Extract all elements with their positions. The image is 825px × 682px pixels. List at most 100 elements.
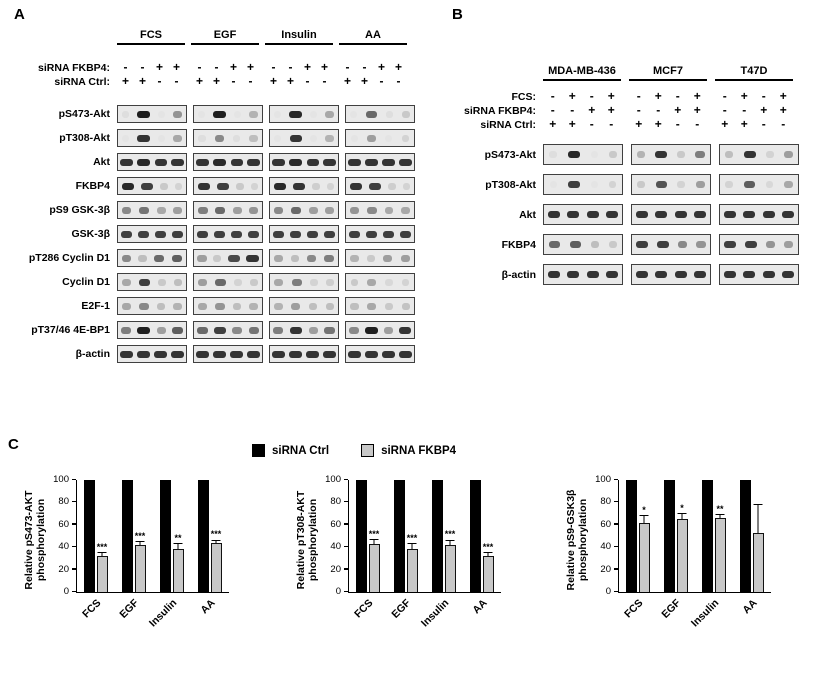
protein-band (213, 158, 226, 166)
protein-band (173, 278, 183, 286)
protein-band (198, 302, 207, 310)
condition-symbol: + (229, 60, 237, 74)
antibody-label: E2F-1 (81, 300, 110, 312)
protein-band (323, 350, 336, 358)
x-label-cell: FCS (618, 593, 656, 637)
protein-band (310, 111, 317, 118)
protein-band (743, 181, 755, 188)
condition-symbol: - (675, 89, 680, 103)
protein-band (273, 326, 284, 334)
x-label-cell: AA (732, 593, 770, 637)
condition-symbol: - (609, 117, 614, 131)
condition-symbol: + (607, 89, 615, 103)
protein-band (154, 350, 167, 358)
blot-strip (117, 345, 187, 363)
blot-strip (543, 234, 623, 255)
y-tick-mark (72, 545, 76, 548)
condition-symbols: - + - + (715, 90, 793, 103)
bar-sirna-fkbp4 (97, 556, 108, 592)
condition-symbol: - (781, 117, 786, 131)
condition-symbol: + (377, 60, 385, 74)
protein-band (137, 350, 150, 358)
y-tick-mark (614, 590, 618, 592)
protein-band (694, 271, 707, 278)
error-bar-stem (487, 552, 489, 557)
blot-row: Cyclin D1 (14, 273, 434, 291)
protein-band (121, 278, 131, 286)
protein-band (120, 230, 133, 238)
blot-strip (193, 321, 263, 339)
blot-row: pS473-Akt (452, 144, 822, 165)
condition-symbols: + + - - (117, 75, 185, 88)
bar-sirna-ctrl (432, 480, 443, 592)
protein-band (765, 151, 774, 158)
protein-band (171, 158, 184, 166)
condition-symbol: + (635, 117, 643, 131)
protein-band (762, 271, 775, 278)
error-bar (753, 503, 763, 533)
protein-band (158, 111, 165, 118)
x-axis-labels: FCS EGF Insulin AA (348, 593, 500, 637)
y-axis-title: Relative pT308-AKT phosphorylation (290, 480, 324, 610)
protein-band (171, 230, 184, 238)
condition-symbol: + (320, 60, 328, 74)
protein-band (215, 302, 225, 310)
group-header-row: FCS EGF Insulin AA (14, 29, 434, 45)
blot-strip (631, 174, 711, 195)
error-bar-stem (411, 543, 413, 550)
protein-band (723, 271, 736, 278)
protein-band (609, 241, 617, 248)
protein-band (228, 254, 240, 262)
condition-symbol: + (138, 74, 146, 88)
chart-legend: siRNA Ctrl siRNA FKBP4 (252, 444, 456, 457)
condition-symbol: - (656, 103, 661, 117)
protein-band (723, 211, 736, 218)
protein-band (290, 254, 299, 262)
condition-symbol: + (212, 74, 220, 88)
bar-sirna-fkbp4 (173, 549, 184, 592)
protein-band (323, 230, 336, 238)
panel-a-blot-grid: FCS EGF Insulin AA siRNA FKBP4: - - + + - - + + - - + + -… (14, 29, 434, 363)
protein-band (216, 182, 229, 190)
protein-band (399, 350, 412, 358)
condition-row: siRNA FKBP4: - - + + - - + + - - + + (452, 104, 822, 117)
protein-band (608, 181, 617, 188)
blot-strip (345, 201, 415, 219)
bar-group: * (657, 480, 695, 592)
y-axis: 0 20 40 60 80 100 (324, 474, 348, 597)
blot-strip (345, 273, 415, 291)
condition-symbol: - (197, 60, 202, 74)
y-tick-label: 100 (53, 474, 69, 485)
protein-band (383, 326, 393, 334)
blot-strip (117, 129, 187, 147)
blot-row: pT37/46 4E-BP1 (14, 321, 434, 339)
protein-band (274, 135, 281, 142)
bar-chart: Relative pS473-AKT phosphorylation 0 20 40 6… (18, 474, 229, 637)
protein-band (324, 254, 335, 262)
protein-band (139, 302, 149, 310)
protein-band (567, 271, 580, 278)
condition-symbols: - + - + (629, 90, 707, 103)
protein-band (247, 230, 260, 238)
protein-band (349, 326, 359, 334)
group-header: AA (339, 29, 407, 45)
x-tick-label: Insulin (147, 597, 180, 630)
protein-band (655, 211, 668, 218)
protein-band (367, 278, 377, 286)
blot-strip (117, 273, 187, 291)
protein-band (137, 158, 150, 166)
y-tick-label: 40 (600, 541, 611, 553)
bar-group: *** (115, 480, 153, 592)
blot-strip (631, 234, 711, 255)
protein-band (121, 206, 132, 214)
y-axis-title-text: Relative pT308-AKT phosphorylation (294, 490, 319, 590)
protein-band (348, 350, 361, 358)
antibody-label: pT286 Cyclin D1 (28, 252, 110, 264)
protein-band (213, 230, 226, 238)
protein-band (325, 206, 335, 214)
protein-band (196, 350, 209, 358)
protein-band (400, 254, 410, 262)
x-label-cell: EGF (114, 593, 152, 637)
protein-band (349, 182, 362, 190)
y-tick-mark (344, 500, 348, 503)
